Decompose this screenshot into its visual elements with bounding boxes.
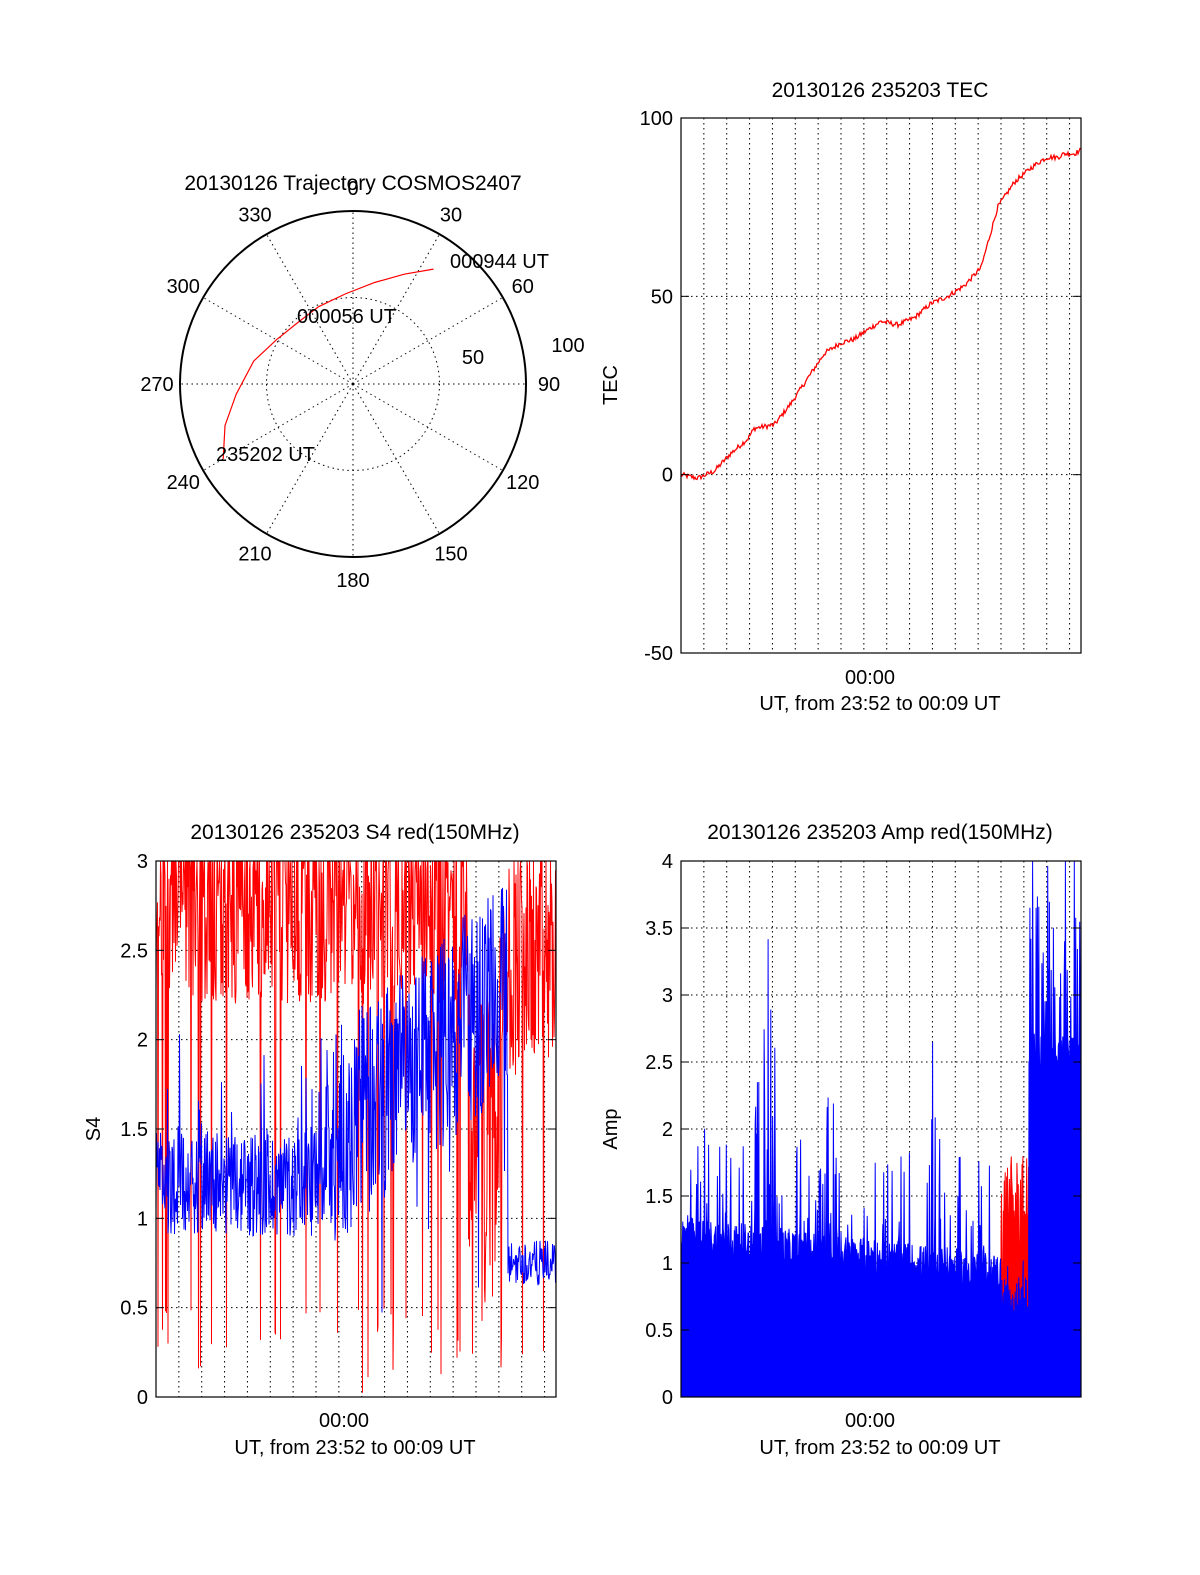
polar-spoke bbox=[352, 233, 440, 385]
amp-ytick-label: 0.5 bbox=[645, 1320, 673, 1342]
annotation-mid-time: 000056 UT bbox=[297, 306, 396, 328]
amp-title: 20130126 235203 Amp red(150MHz) bbox=[707, 821, 1053, 844]
polar-angle-label: 240 bbox=[167, 472, 200, 494]
polar-angle-label: 180 bbox=[336, 570, 369, 592]
tec-y-axis-label: TEC bbox=[600, 365, 622, 405]
tec-plot-frame bbox=[680, 117, 1082, 654]
amp-panel: 20130126 235203 Amp red(150MHz) 4 3.5 3 2.5… bbox=[600, 821, 1082, 1459]
amp-ytick-label: 2 bbox=[662, 1119, 673, 1141]
s4-ytick-label: 2.5 bbox=[120, 940, 148, 962]
s4-title: 20130126 235203 S4 red(150MHz) bbox=[190, 821, 519, 844]
s4-y-axis-label: S4 bbox=[83, 1117, 105, 1141]
s4-blue-series bbox=[155, 887, 557, 1313]
annotation-end-time: 000944 UT bbox=[450, 251, 549, 273]
polar-angle-labels: 0 30 60 90 120 150 180 210 240 270 300 330 bbox=[140, 178, 560, 592]
tec-y-ticks: 100 50 0 -50 bbox=[640, 108, 1081, 665]
polar-radial-label-50: 50 bbox=[462, 347, 484, 369]
polar-title: 20130126 Trajectory COSMOS2407 bbox=[184, 172, 521, 195]
polar-spoke bbox=[352, 297, 504, 385]
polar-angle-label: 270 bbox=[140, 374, 173, 396]
trajectory-line bbox=[222, 268, 434, 460]
amp-ytick-label: 4 bbox=[662, 851, 673, 873]
tec-panel: 20130126 235203 TEC 100 50 0 -50 00:00 UT, … bbox=[600, 79, 1082, 715]
amp-ytick-label: 0 bbox=[662, 1387, 673, 1409]
tec-title: 20130126 235203 TEC bbox=[772, 79, 989, 102]
amp-y-ticks: 4 3.5 3 2.5 2 1.5 1 0.5 0 bbox=[645, 851, 1081, 1409]
amp-ytick-label: 1 bbox=[662, 1253, 673, 1275]
polar-spoke bbox=[202, 297, 354, 385]
tec-ytick-label: 100 bbox=[640, 108, 673, 130]
tec-ytick-label: 0 bbox=[662, 465, 673, 487]
polar-angle-label: 330 bbox=[238, 204, 271, 226]
s4-ytick-label: 1 bbox=[137, 1208, 148, 1230]
tec-grid bbox=[681, 118, 1081, 653]
s4-x-axis-label: UT, from 23:52 to 00:09 UT bbox=[234, 1437, 475, 1459]
polar-angle-label: 150 bbox=[434, 544, 467, 566]
polar-angle-label: 0 bbox=[347, 178, 358, 200]
polar-spoke bbox=[266, 233, 354, 385]
polar-angle-label: 90 bbox=[538, 374, 560, 396]
tec-x-axis-label: UT, from 23:52 to 00:09 UT bbox=[759, 693, 1000, 715]
annotation-start-time: 235202 UT bbox=[216, 444, 315, 466]
polar-angle-label: 30 bbox=[440, 204, 462, 226]
polar-panel: 20130126 Trajectory COSMOS2407 0 30 60 90 12… bbox=[140, 172, 584, 592]
amp-blue-series bbox=[680, 860, 1082, 1398]
amp-ytick-label: 3 bbox=[662, 985, 673, 1007]
amp-ytick-label: 2.5 bbox=[645, 1052, 673, 1074]
amp-x-axis-label: UT, from 23:52 to 00:09 UT bbox=[759, 1437, 1000, 1459]
polar-angle-label: 60 bbox=[512, 276, 534, 298]
s4-ytick-label: 3 bbox=[137, 851, 148, 873]
s4-x-tick-label: 00:00 bbox=[319, 1410, 369, 1432]
polar-angle-label: 300 bbox=[167, 276, 200, 298]
amp-x-tick-label: 00:00 bbox=[845, 1410, 895, 1432]
polar-inner-ring bbox=[266, 297, 440, 471]
amp-ytick-label: 1.5 bbox=[645, 1186, 673, 1208]
tec-series-line bbox=[680, 147, 1082, 481]
polar-outer-ring bbox=[179, 210, 527, 558]
amp-ytick-label: 3.5 bbox=[645, 918, 673, 940]
s4-y-ticks: 3 2.5 2 1.5 1 0.5 0 bbox=[120, 851, 556, 1409]
polar-grid bbox=[180, 211, 526, 557]
polar-radial-label-100: 100 bbox=[551, 335, 584, 357]
s4-ytick-label: 1.5 bbox=[120, 1119, 148, 1141]
s4-ytick-label: 0 bbox=[137, 1387, 148, 1409]
s4-ytick-label: 0.5 bbox=[120, 1298, 148, 1320]
polar-angle-label: 210 bbox=[238, 544, 271, 566]
s4-ytick-label: 2 bbox=[137, 1030, 148, 1052]
polar-angle-label: 120 bbox=[506, 472, 539, 494]
amp-y-axis-label: Amp bbox=[600, 1108, 622, 1149]
tec-ytick-label: 50 bbox=[651, 286, 673, 308]
tec-ytick-label: -50 bbox=[644, 643, 673, 665]
tec-x-tick-label: 00:00 bbox=[845, 667, 895, 689]
s4-panel: 20130126 235203 S4 red(150MHz) 3 2.5 2 1.5 1… bbox=[83, 821, 557, 1459]
